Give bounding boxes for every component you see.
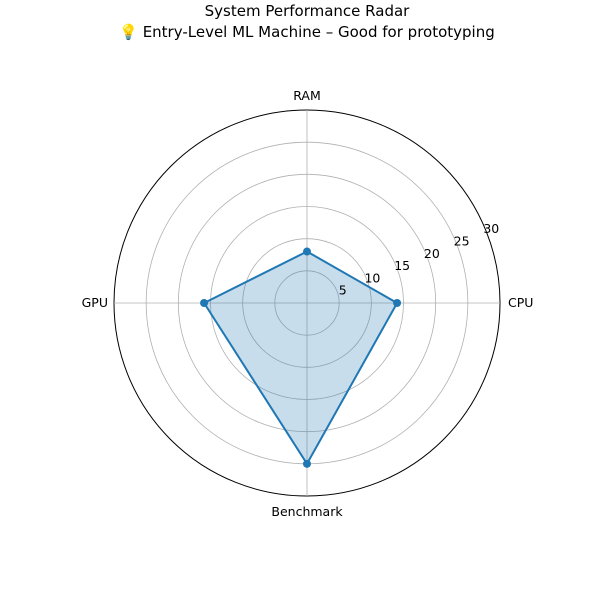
data-point-cpu	[393, 299, 402, 307]
axis-label-benchmark: Benchmark	[271, 504, 343, 519]
series-area	[204, 251, 398, 464]
radial-tick-label: 10	[364, 270, 380, 285]
data-point-ram	[303, 247, 311, 256]
axis-label-gpu: GPU	[82, 295, 108, 310]
radial-tick-label: 30	[483, 221, 499, 236]
axis-label-ram: RAM	[293, 88, 321, 103]
chart-subtitle: 💡 Entry-Level ML Machine – Good for prot…	[119, 23, 495, 41]
radial-tick-label: 20	[424, 246, 440, 261]
radial-tick-label: 15	[394, 258, 410, 273]
radial-tick-label: 25	[454, 233, 470, 248]
label-layer: 5 10 15 20 25 30 CPU RAM GPU Benchmark	[82, 88, 534, 519]
data-point-benchmark	[303, 459, 311, 468]
data-point-gpu	[200, 299, 209, 307]
data-layer	[200, 247, 402, 468]
radial-tick-label: 5	[339, 283, 347, 298]
axis-label-cpu: CPU	[508, 295, 533, 310]
chart-title: System Performance Radar	[205, 2, 411, 20]
